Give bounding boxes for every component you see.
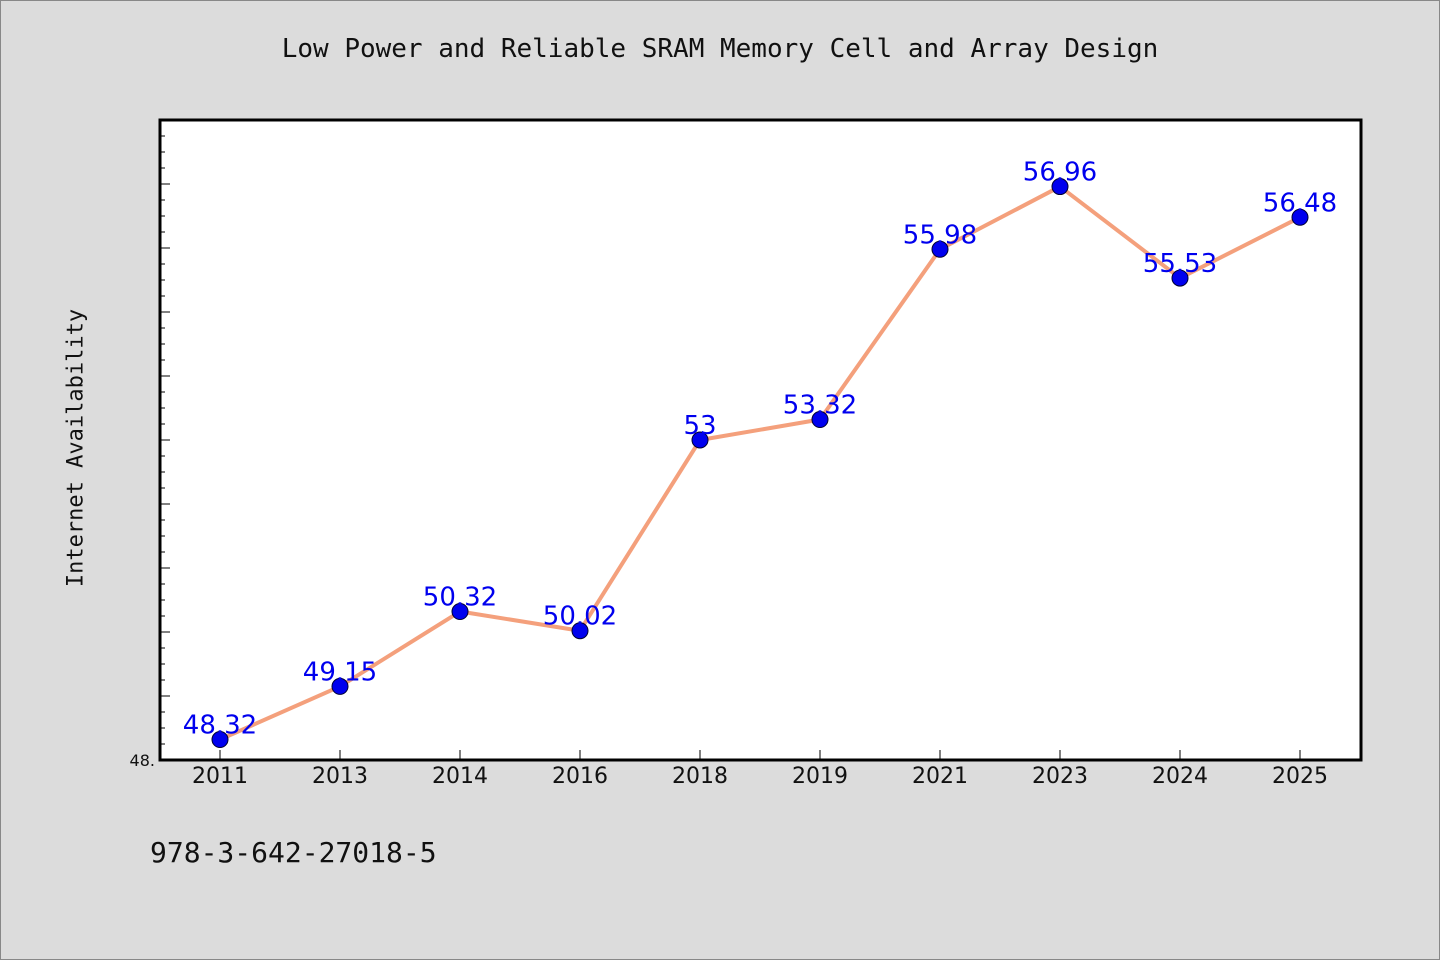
data-label: 50.02 (543, 602, 617, 632)
data-label: 53.32 (783, 391, 857, 421)
data-point (691, 431, 709, 449)
x-axis-ticks: 2011 2013 2014 2016 2018 2019 2021 2023 2024 2025 (192, 750, 1328, 789)
data-point (811, 411, 829, 429)
plot-area (158, 118, 1363, 762)
y-min-tick-label: 48. (130, 751, 155, 770)
x-tick-label: 2025 (1272, 764, 1328, 789)
data-point (1291, 208, 1309, 226)
x-tick-label: 2016 (552, 764, 608, 789)
data-label: 55.98 (903, 220, 977, 250)
x-tick-label: 2014 (432, 764, 488, 789)
data-label: 50.32 (423, 583, 497, 613)
chart-title: Low Power and Reliable SRAM Memory Cell … (281, 34, 1159, 64)
data-point (331, 677, 349, 695)
data-point (571, 622, 589, 640)
data-label: 53 (683, 411, 716, 441)
x-tick-label: 2011 (192, 764, 248, 789)
data-point (451, 603, 469, 621)
data-labels: 48.32 49.15 50.32 50.02 53 53.32 55.98 56.96 55.… (183, 158, 1337, 741)
data-label: 56.48 (1263, 188, 1337, 218)
x-tick-label: 2013 (312, 764, 368, 789)
x-tick-label: 2019 (792, 764, 848, 789)
series-markers (211, 178, 1309, 749)
data-point (1171, 269, 1189, 287)
data-label: 55.53 (1143, 249, 1217, 279)
data-point (1051, 178, 1069, 196)
data-label: 49.15 (303, 657, 377, 687)
data-point (931, 240, 949, 258)
data-label: 56.96 (1023, 158, 1097, 188)
data-point (211, 731, 229, 749)
data-label: 48.32 (183, 711, 257, 741)
x-tick-label: 2024 (1152, 764, 1208, 789)
x-tick-label: 2021 (912, 764, 968, 789)
y-axis-ticks: 48. (130, 119, 170, 770)
x-tick-label: 2023 (1032, 764, 1088, 789)
x-tick-label: 2018 (672, 764, 728, 789)
isbn-footer: 978-3-642-27018-5 (150, 836, 437, 869)
series-line (219, 184, 1301, 742)
